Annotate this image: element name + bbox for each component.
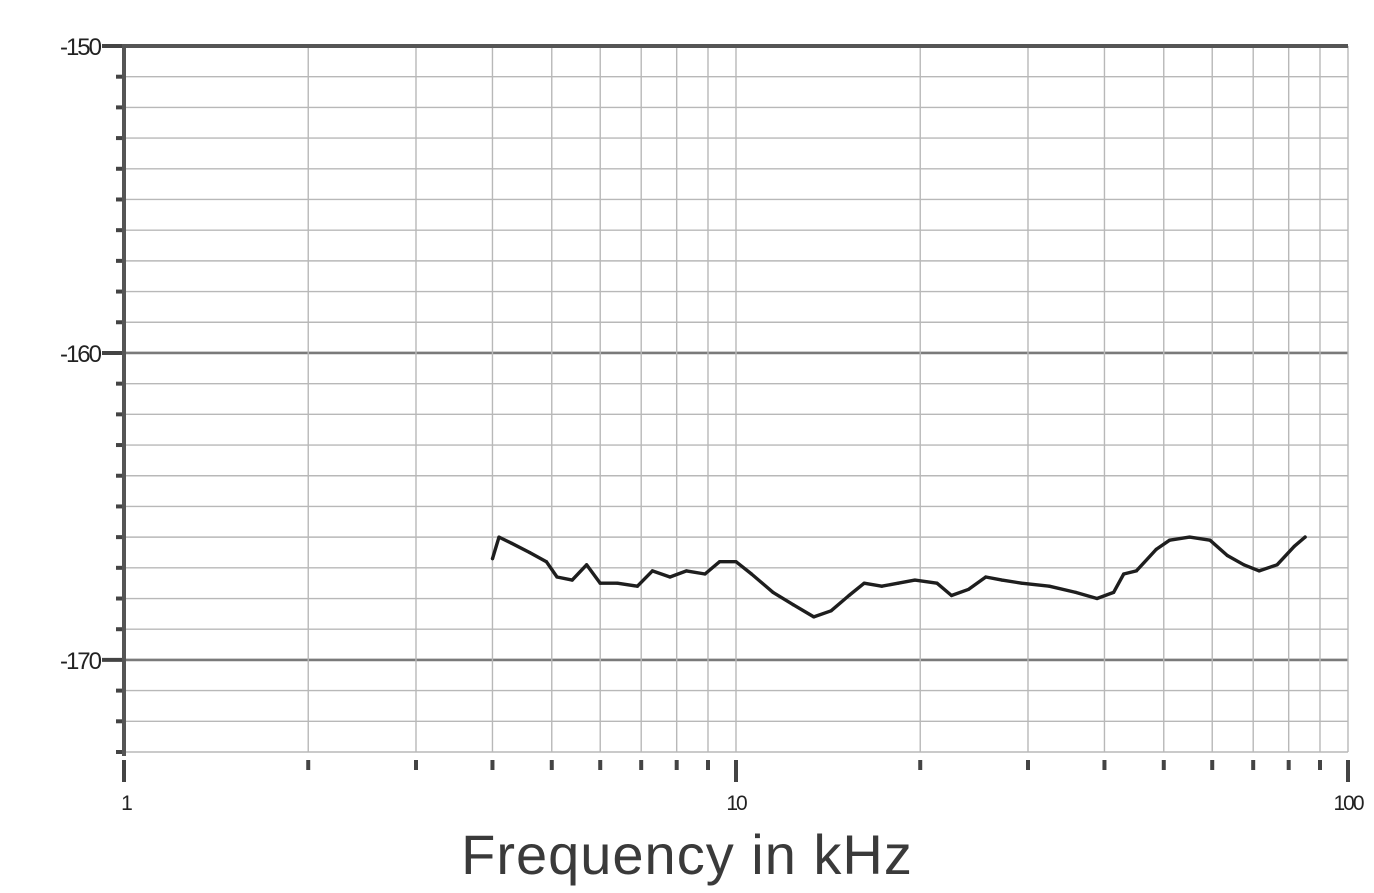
data-point <box>528 550 532 555</box>
data-point <box>1020 581 1024 585</box>
data-point <box>490 557 495 561</box>
data-point <box>829 609 833 613</box>
data-point <box>949 593 954 598</box>
y-tick-label: -160 <box>60 341 102 368</box>
data-point <box>1292 544 1296 548</box>
data-point <box>650 569 655 573</box>
data-point <box>812 615 816 619</box>
data-point <box>847 593 851 598</box>
data-point <box>598 581 602 585</box>
chart-series <box>490 535 1307 619</box>
data-point <box>1095 596 1099 601</box>
data-point <box>862 581 866 585</box>
data-point <box>749 572 754 576</box>
data-point <box>880 584 884 588</box>
data-point <box>967 587 971 591</box>
data-point <box>1074 590 1078 595</box>
data-point <box>734 560 738 564</box>
data-point <box>1275 563 1279 567</box>
y-tick-label: -170 <box>60 648 102 675</box>
data-point <box>718 560 722 564</box>
data-point <box>1225 553 1229 558</box>
x-tick-label: 10 <box>726 792 747 815</box>
data-point <box>1112 590 1116 595</box>
x-axis-label: Frequency in kHz <box>461 823 913 886</box>
data-point <box>935 581 939 585</box>
data-point <box>771 590 775 595</box>
data-point <box>615 581 620 585</box>
data-point <box>668 575 672 579</box>
data-point <box>1047 584 1051 588</box>
data-point <box>1188 535 1192 539</box>
data-point <box>555 575 559 579</box>
data-point <box>510 541 514 545</box>
data-point <box>570 578 574 582</box>
data-point <box>585 563 589 567</box>
data-point <box>1154 547 1158 552</box>
data-point <box>684 569 689 573</box>
chart-axes <box>102 44 1350 782</box>
data-point <box>635 584 640 588</box>
data-point <box>544 560 549 564</box>
y-tick-label: -150 <box>60 34 102 61</box>
data-point <box>984 575 988 579</box>
x-tick-label: 1 <box>121 792 132 815</box>
data-point <box>1303 535 1307 539</box>
data-point <box>913 578 917 582</box>
data-point <box>1134 569 1138 573</box>
data-point <box>1257 569 1261 573</box>
series-line-1 <box>490 535 1307 619</box>
data-point <box>1242 563 1246 567</box>
data-point <box>896 581 900 585</box>
data-point <box>497 535 501 539</box>
x-tick-label: 100 <box>1333 792 1363 815</box>
chart-tick-labels: -150 -160 -170 1 10 100 <box>60 34 1366 815</box>
data-point <box>1000 578 1004 582</box>
data-point <box>1168 538 1172 542</box>
data-point <box>1208 538 1212 542</box>
data-point <box>703 572 707 576</box>
data-point <box>791 603 795 607</box>
chart-grid <box>123 44 1349 753</box>
data-point <box>1122 572 1126 576</box>
